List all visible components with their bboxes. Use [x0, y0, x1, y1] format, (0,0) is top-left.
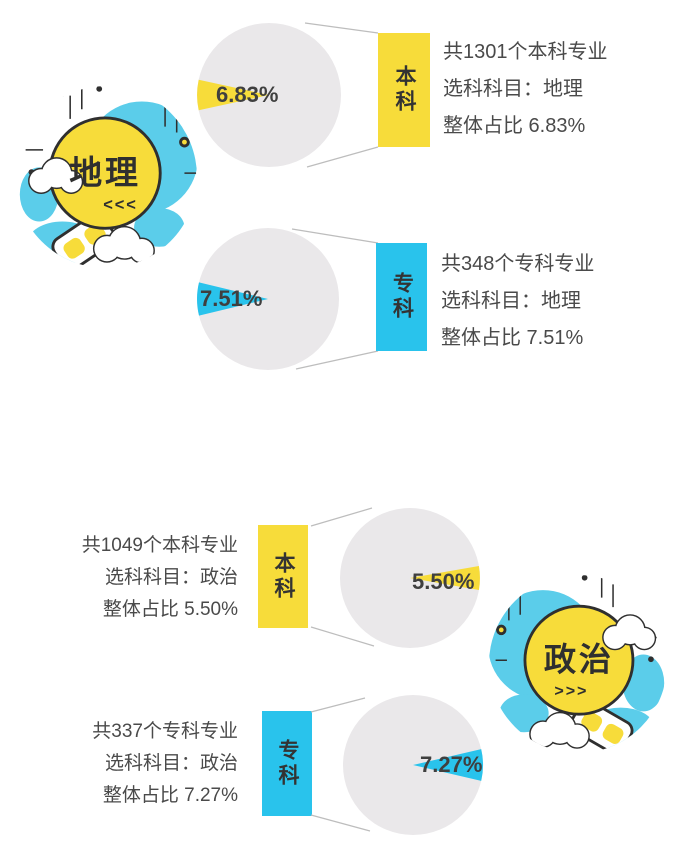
- connector-line: [304, 22, 379, 34]
- connector-line: [310, 626, 375, 647]
- info-line: 整体占比 5.50%: [102, 599, 238, 620]
- politics-badge-icon: 政治 >>>: [488, 574, 665, 754]
- info-block: 共348个专科专业 选科科目：地理 整体占比 7.51%: [441, 246, 594, 357]
- connector-line: [310, 507, 373, 527]
- connector-line: [291, 228, 379, 244]
- level-tag-label: 本科: [272, 551, 295, 602]
- geography-college-pie: [197, 228, 379, 370]
- geography-badge-icon: 地理 <<<: [19, 85, 198, 269]
- pie-slice: [197, 282, 268, 316]
- badge-subject-label: 地理: [69, 154, 141, 191]
- level-tag-label: 专科: [390, 272, 414, 322]
- info-line: 选科科目：地理: [443, 78, 583, 100]
- connector-line: [310, 697, 366, 713]
- level-tag-undergraduate: 本科: [258, 525, 308, 628]
- info-line: 共337个专科专业: [92, 721, 238, 742]
- info-line: 选科科目：政治: [104, 567, 238, 588]
- level-tag-undergraduate: 本科: [378, 33, 430, 147]
- info-block: 共1049个本科专业 选科科目：政治 整体占比 5.50%: [35, 530, 238, 626]
- badge-subject-label: 政治: [544, 642, 614, 678]
- connector-line: [306, 146, 379, 168]
- level-tag-college: 专科: [376, 243, 427, 351]
- info-line: 整体占比 7.27%: [102, 785, 238, 806]
- level-tag-label: 专科: [276, 738, 299, 789]
- info-block: 共1301个本科专业 选科科目：地理 整体占比 6.83%: [443, 34, 608, 145]
- info-line: 整体占比 6.83%: [443, 115, 586, 137]
- level-tag-label: 本科: [393, 65, 416, 115]
- percent-label: 7.51%: [200, 286, 263, 311]
- politics-college-pie: [310, 695, 484, 835]
- connector-line: [295, 350, 379, 370]
- percent-label: 6.83%: [216, 82, 279, 107]
- politics-badge-art: 政治 >>>: [488, 574, 665, 754]
- percent-label: 5.50%: [412, 569, 475, 594]
- info-line: 共1049个本科专业: [81, 535, 238, 556]
- level-tag-college: 专科: [262, 711, 312, 816]
- info-line: 共1301个本科专业: [443, 41, 608, 63]
- geography-badge-art: 地理 <<<: [19, 85, 198, 269]
- pie-slice: [413, 749, 484, 781]
- pie-slice: [197, 79, 269, 111]
- info-block: 共337个专科专业 选科科目：政治 整体占比 7.27%: [35, 716, 238, 812]
- info-line: 共348个专科专业: [441, 253, 595, 275]
- info-line: 整体占比 7.51%: [441, 327, 584, 349]
- politics-undergraduate-pie: [310, 507, 480, 648]
- chevrons-right-icon: >>>: [554, 682, 588, 700]
- geography-undergraduate-pie: [197, 22, 379, 168]
- info-line: 选科科目：地理: [441, 290, 581, 312]
- chevrons-left-icon: <<<: [103, 196, 138, 214]
- connector-line: [310, 814, 371, 832]
- percent-label: 7.27%: [420, 752, 483, 777]
- info-line: 选科科目：政治: [104, 753, 238, 774]
- pie-slice: [410, 566, 480, 590]
